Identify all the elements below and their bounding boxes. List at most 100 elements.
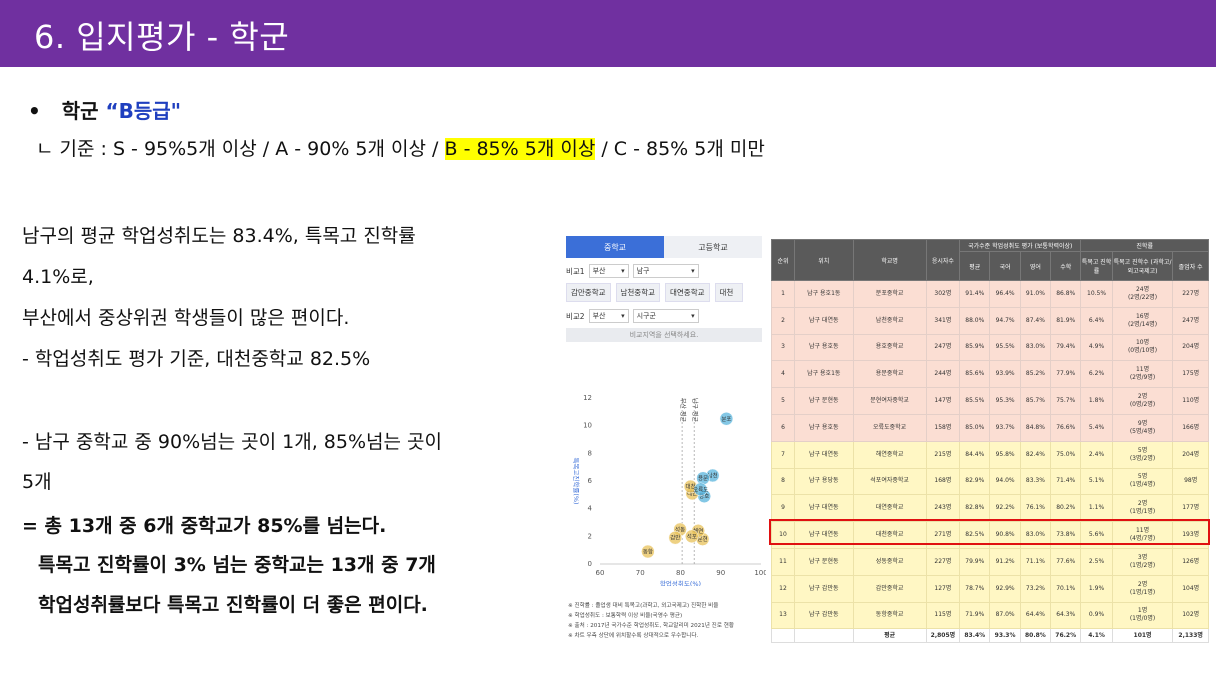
table-cell: 92.2% xyxy=(989,494,1021,523)
table-row: 2 남구 대연동 남천중학교 341명 88.0% 94.7% 87.4% 81.9% 6.4%… xyxy=(771,306,1209,335)
header-cell: 순위 xyxy=(771,239,795,281)
school-chip[interactable]: 감만중학교 xyxy=(566,283,611,302)
table-cell: 2.5% xyxy=(1080,547,1113,576)
table-row: 4 남구 용호1동 용문중학교 244명 85.6% 93.9% 85.2% 77.9% 6.2… xyxy=(771,360,1209,389)
table-cell: 1 xyxy=(771,280,795,308)
table-cell: 215명 xyxy=(925,440,961,469)
average-cell xyxy=(793,628,854,644)
y-tick-label: 2 xyxy=(588,532,592,540)
table-cell: 204명 xyxy=(1172,333,1209,362)
table-cell: 남구 용당동 xyxy=(793,467,854,496)
average-cell: 101명 xyxy=(1111,628,1174,644)
y-axis-title: 특목고진학률(%) xyxy=(572,457,581,504)
table-cell: 92.9% xyxy=(989,574,1021,603)
table-cell: 9 xyxy=(771,494,795,523)
data-point-label: 남천 xyxy=(708,471,718,479)
note-line: ※ 진학률 : 졸업생 대비 특목고(과학고, 외고국제고) 진학한 비율 xyxy=(568,603,719,609)
table-cell: 1.8% xyxy=(1080,387,1113,415)
table-cell: 1.1% xyxy=(1080,494,1113,523)
school-comparison-panel: 중학교 고등학교 비교1 부산 ▾ 남구 ▾ 감만중학교 남천중학교 대연중학교 대… xyxy=(566,236,1211,646)
y-tick-label: 12 xyxy=(583,394,592,402)
average-cell: 83.4% xyxy=(959,628,991,644)
bullet-label: 학군 xyxy=(61,99,99,123)
compare2-region-select[interactable]: 부산 ▾ xyxy=(588,309,629,323)
table-cell: 77.6% xyxy=(1050,547,1082,576)
table-cell: 82.9% xyxy=(959,467,991,496)
data-point-label: 해연 xyxy=(693,527,703,535)
table-cell: 1명 (1명/0명) xyxy=(1111,601,1174,630)
chart-notes: ※ 진학률 : 졸업생 대비 특목고(과학고, 외고국제고) 진학한 비율 ※ … xyxy=(568,601,734,641)
school-district-grade: • 학군 “B등급" xyxy=(28,95,181,124)
compare2-district-select[interactable]: 시구군 ▾ xyxy=(632,309,699,323)
criteria-highlight: B - 85% 5개 이상 xyxy=(444,138,596,160)
x-axis-title: 학업성취도(%) xyxy=(660,579,701,586)
compare-region-placeholder[interactable]: 비교지역을 선택하세요. xyxy=(566,328,762,342)
table-cell: 64.3% xyxy=(1050,601,1082,630)
table-cell: 204명 xyxy=(1172,440,1209,469)
data-point-label: 감만 xyxy=(670,534,680,542)
note-line: ※ 차트 우측 상단에 위치할수록 상대적으로 우수합니다. xyxy=(568,633,699,639)
table-cell: 5.1% xyxy=(1080,467,1113,496)
table-cell: 93.7% xyxy=(989,413,1021,442)
reference-line-label: 남구 평균 xyxy=(691,398,699,422)
table-cell: 남구 대연동 xyxy=(793,494,854,523)
body-line: 4.1%로, xyxy=(22,266,94,288)
body-line: 5개 xyxy=(22,471,52,493)
table-cell: 81.9% xyxy=(1050,306,1082,335)
table-cell: 6.2% xyxy=(1080,360,1113,389)
table-cell: 4.9% xyxy=(1080,333,1113,362)
table-cell: 석포여자중학교 xyxy=(852,467,927,496)
compare2-row: 비교2 부산 ▾ 시구군 ▾ xyxy=(566,309,762,323)
table-cell: 175명 xyxy=(1172,360,1209,389)
table-cell: 168명 xyxy=(925,467,961,496)
average-cell: 4.1% xyxy=(1080,628,1113,644)
school-chip[interactable]: 대연중학교 xyxy=(665,283,710,302)
table-cell: 70.1% xyxy=(1050,574,1082,603)
data-point-label: 문현 xyxy=(698,535,708,543)
table-row: 3 남구 용호동 용호중학교 247명 85.9% 95.5% 83.0% 79.4% 4.9%… xyxy=(771,333,1209,362)
tab-high-school[interactable]: 고등학교 xyxy=(664,236,762,258)
compare1-region-select[interactable]: 부산 ▾ xyxy=(588,264,629,278)
average-cell: 93.3% xyxy=(989,628,1021,644)
table-cell: 85.2% xyxy=(1019,360,1052,389)
table-cell: 158명 xyxy=(925,413,961,442)
table-cell: 남구 용호1동 xyxy=(793,360,854,389)
table-cell: 76.6% xyxy=(1050,413,1082,442)
table-cell: 84.4% xyxy=(959,440,991,469)
table-cell: 11명 (2명/9명) xyxy=(1111,360,1174,389)
table-cell: 오륙도중학교 xyxy=(852,413,927,442)
table-cell: 80.2% xyxy=(1050,494,1082,523)
table-cell: 76.1% xyxy=(1019,494,1052,523)
school-chip[interactable]: 대천 xyxy=(714,283,743,302)
school-chip[interactable]: 남천중학교 xyxy=(615,283,660,302)
data-point-label: 오륙도 xyxy=(693,486,708,493)
table-cell: 82.8% xyxy=(959,494,991,523)
y-tick-label: 6 xyxy=(588,477,593,485)
tab-middle-school[interactable]: 중학교 xyxy=(566,236,664,258)
table-cell: 126명 xyxy=(1172,547,1209,576)
compare1-row: 비교1 부산 ▾ 남구 ▾ xyxy=(566,264,762,278)
school-ranking-table: 순위 위치 학교명 응시자수 국가수준 학업성취도 평가 (보통학력이상) 진학… xyxy=(769,239,1210,644)
table-cell: 2명 (1명/1명) xyxy=(1111,494,1174,523)
table-cell: 성동중학교 xyxy=(852,547,927,576)
x-tick-label: 100 xyxy=(754,569,766,577)
slide-title: 6. 입지평가 - 학군 xyxy=(34,18,290,56)
table-cell: 2명 (0명/2명) xyxy=(1111,387,1174,415)
table-cell: 5.4% xyxy=(1080,413,1113,442)
compare1-district-select[interactable]: 남구 ▾ xyxy=(632,264,699,278)
table-cell: 227명 xyxy=(925,547,961,576)
header-cell: 특목고 진학률 xyxy=(1080,251,1113,281)
table-cell: 96.4% xyxy=(989,280,1021,308)
y-tick-label: 0 xyxy=(588,560,592,568)
table-row: 12 남구 감만동 감만중학교 127명 78.7% 92.9% 73.2% 70.1% 1.9… xyxy=(771,574,1209,603)
table-cell: 115명 xyxy=(925,601,961,630)
table-cell: 남구 용호동 xyxy=(793,333,854,362)
table-cell: 6 xyxy=(771,413,795,442)
table-cell: 16명 (2명/14명) xyxy=(1111,306,1174,335)
ranking-table: 순위 위치 학교명 응시자수 국가수준 학업성취도 평가 (보통학력이상) 진학… xyxy=(771,239,1209,644)
header-cell: 영어 xyxy=(1019,251,1052,281)
grade-criteria: ㄴ 기준 : S - 95%5개 이상 / A - 90% 5개 이상 / B … xyxy=(36,134,765,161)
table-cell: 남천중학교 xyxy=(852,306,927,335)
data-point-label: 동항 xyxy=(643,548,653,556)
table-cell: 98명 xyxy=(1172,467,1209,496)
